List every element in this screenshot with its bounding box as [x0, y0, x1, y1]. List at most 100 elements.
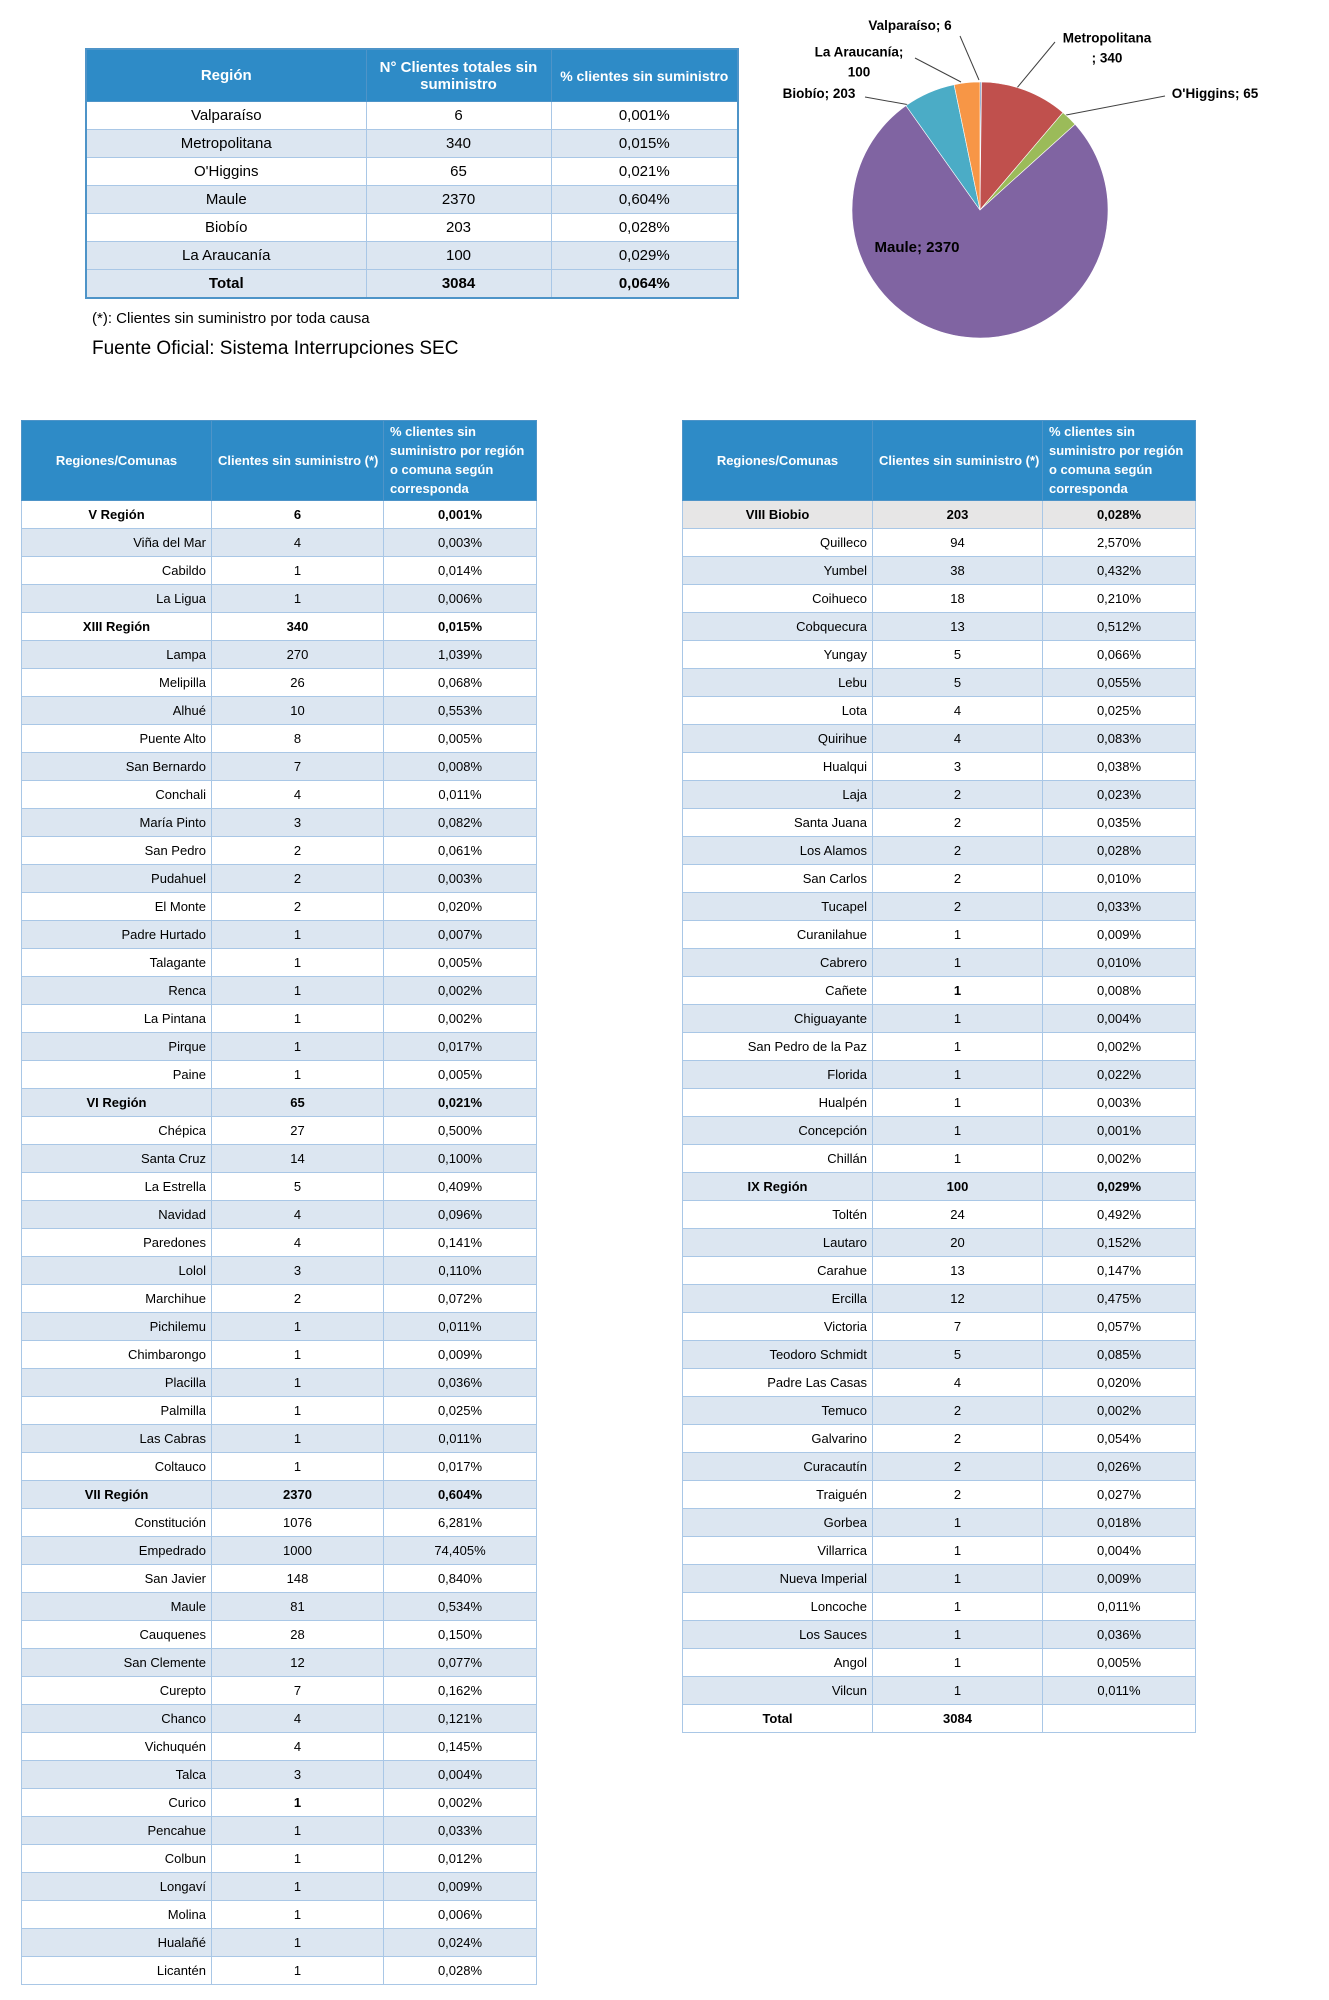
table-row: Lautaro 20 0,152% — [682, 1228, 1196, 1258]
pct-cell: 0,026% — [1042, 1452, 1196, 1482]
clientes-cell: 3 — [211, 808, 384, 838]
table-row: Yungay 5 0,066% — [682, 640, 1196, 670]
table-row: Cabrero 1 0,010% — [682, 948, 1196, 978]
clientes-cell: 1 — [872, 1088, 1043, 1118]
comuna-name-cell: XIII Región — [21, 612, 212, 642]
pct-cell: 0,534% — [383, 1592, 537, 1622]
clientes-cell: 1 — [872, 1648, 1043, 1678]
clientes-cell: 7 — [211, 752, 384, 782]
table-row: Talca 3 0,004% — [21, 1760, 537, 1790]
summary-table-wrap: Región N° Clientes totales sin suministr… — [85, 48, 739, 299]
comuna-name-cell: Nueva Imperial — [682, 1564, 873, 1594]
clientes-cell: 2 — [872, 892, 1043, 922]
table-row: Galvarino 2 0,054% — [682, 1424, 1196, 1454]
pct-cell: 0,475% — [1042, 1284, 1196, 1314]
comuna-name-cell: Pichilemu — [21, 1312, 212, 1342]
clientes-cell: 4 — [211, 1704, 384, 1734]
table-row: Lolol 3 0,110% — [21, 1256, 537, 1286]
table-row: Gorbea 1 0,018% — [682, 1508, 1196, 1538]
clientes-cell: 340 — [211, 612, 384, 642]
pct-cell: 0,162% — [383, 1676, 537, 1706]
comuna-name-cell: Cañete — [682, 976, 873, 1006]
pct-cell: 0,004% — [383, 1760, 537, 1790]
table-row: Santa Cruz 14 0,100% — [21, 1144, 537, 1174]
clientes-cell: 1 — [872, 1004, 1043, 1034]
region-cell: Valparaíso — [85, 101, 367, 130]
value-cell: 100 — [365, 241, 552, 270]
table-row: Lampa 270 1,039% — [21, 640, 537, 670]
comuna-name-cell: Melipilla — [21, 668, 212, 698]
clientes-cell: 13 — [872, 612, 1043, 642]
pct-cell: 0,011% — [383, 1312, 537, 1342]
pct-cell: 0,054% — [1042, 1424, 1196, 1454]
pct-cell: 2,570% — [1042, 528, 1196, 558]
pct-cell: 0,015% — [383, 612, 537, 642]
comuna-name-cell: Toltén — [682, 1200, 873, 1230]
comuna-name-cell: Curanilahue — [682, 920, 873, 950]
pie-callout-ohiggins: O'Higgins; 65 — [1171, 86, 1259, 102]
table-row: Toltén 24 0,492% — [682, 1200, 1196, 1230]
pie-slice-metropolitana — [979, 81, 1064, 211]
table-row: Marchihue 2 0,072% — [21, 1284, 537, 1314]
summary-row: Valparaíso 6 0,001% — [85, 101, 739, 130]
clientes-cell: 4 — [211, 780, 384, 810]
pct-cell: 0,121% — [383, 1704, 537, 1734]
table-row: Molina 1 0,006% — [21, 1900, 537, 1930]
clientes-cell: 1 — [211, 1368, 384, 1398]
pct-cell: 0,008% — [383, 752, 537, 782]
clientes-cell: 1 — [211, 1452, 384, 1482]
table-row: Padre Las Casas 4 0,020% — [682, 1368, 1196, 1398]
table-row: Temuco 2 0,002% — [682, 1396, 1196, 1426]
pct-cell: 0,033% — [1042, 892, 1196, 922]
pct-cell: 0,011% — [383, 1424, 537, 1454]
pct-cell: 0,432% — [1042, 556, 1196, 586]
clientes-cell: 270 — [211, 640, 384, 670]
table-row: Los Sauces 1 0,036% — [682, 1620, 1196, 1650]
pct-cell: 0,141% — [383, 1228, 537, 1258]
pct-cell: 0,028% — [550, 213, 739, 242]
detail-left-header-row: Regiones/Comunas Clientes sin suministro… — [21, 419, 537, 502]
clientes-cell: 14 — [211, 1144, 384, 1174]
table-row: Pichilemu 1 0,011% — [21, 1312, 537, 1342]
comuna-name-cell: Paine — [21, 1060, 212, 1090]
value-cell: 65 — [365, 157, 552, 186]
clientes-cell: 4 — [211, 528, 384, 558]
pct-cell: 0,036% — [383, 1368, 537, 1398]
pct-cell: 0,012% — [383, 1844, 537, 1874]
table-row: Las Cabras 1 0,011% — [21, 1424, 537, 1454]
value-cell: 6 — [365, 101, 552, 130]
clientes-cell: 1 — [872, 1508, 1043, 1538]
comuna-name-cell: Laja — [682, 780, 873, 810]
pct-cell — [1042, 1704, 1196, 1734]
pct-cell: 0,005% — [383, 948, 537, 978]
table-row: VIII Biobio 203 0,028% — [682, 500, 1196, 530]
comuna-name-cell: Placilla — [21, 1368, 212, 1398]
pct-cell: 0,028% — [383, 1956, 537, 1986]
clientes-cell: 28 — [211, 1620, 384, 1650]
summary-header-clientes: N° Clientes totales sin suministro — [365, 48, 552, 102]
pie-callout-maule: Maule; 2370 — [874, 239, 960, 257]
pct-cell: 0,002% — [383, 1788, 537, 1818]
value-cell: 203 — [365, 213, 552, 242]
region-cell: Total — [85, 269, 367, 299]
pct-cell: 0,009% — [383, 1872, 537, 1902]
comuna-name-cell: Coihueco — [682, 584, 873, 614]
pct-cell: 0,147% — [1042, 1256, 1196, 1286]
pct-cell: 0,029% — [550, 241, 739, 270]
comuna-name-cell: Hualqui — [682, 752, 873, 782]
clientes-cell: 1076 — [211, 1508, 384, 1538]
detail-right-header-name: Regiones/Comunas — [682, 419, 873, 502]
table-row: Carahue 13 0,147% — [682, 1256, 1196, 1286]
clientes-cell: 12 — [211, 1648, 384, 1678]
comuna-name-cell: Tucapel — [682, 892, 873, 922]
comuna-name-cell: Chillán — [682, 1144, 873, 1174]
detail-right-body: VIII Biobio 203 0,028% Quilleco 94 2,570% Yumb… — [682, 500, 1196, 1734]
pct-cell: 0,085% — [1042, 1340, 1196, 1370]
clientes-cell: 2 — [872, 836, 1043, 866]
clientes-cell: 2 — [211, 836, 384, 866]
pct-cell: 0,018% — [1042, 1508, 1196, 1538]
clientes-cell: 2 — [872, 1480, 1043, 1510]
pct-cell: 0,604% — [383, 1480, 537, 1510]
clientes-cell: 5 — [872, 1340, 1043, 1370]
pct-cell: 0,011% — [383, 780, 537, 810]
